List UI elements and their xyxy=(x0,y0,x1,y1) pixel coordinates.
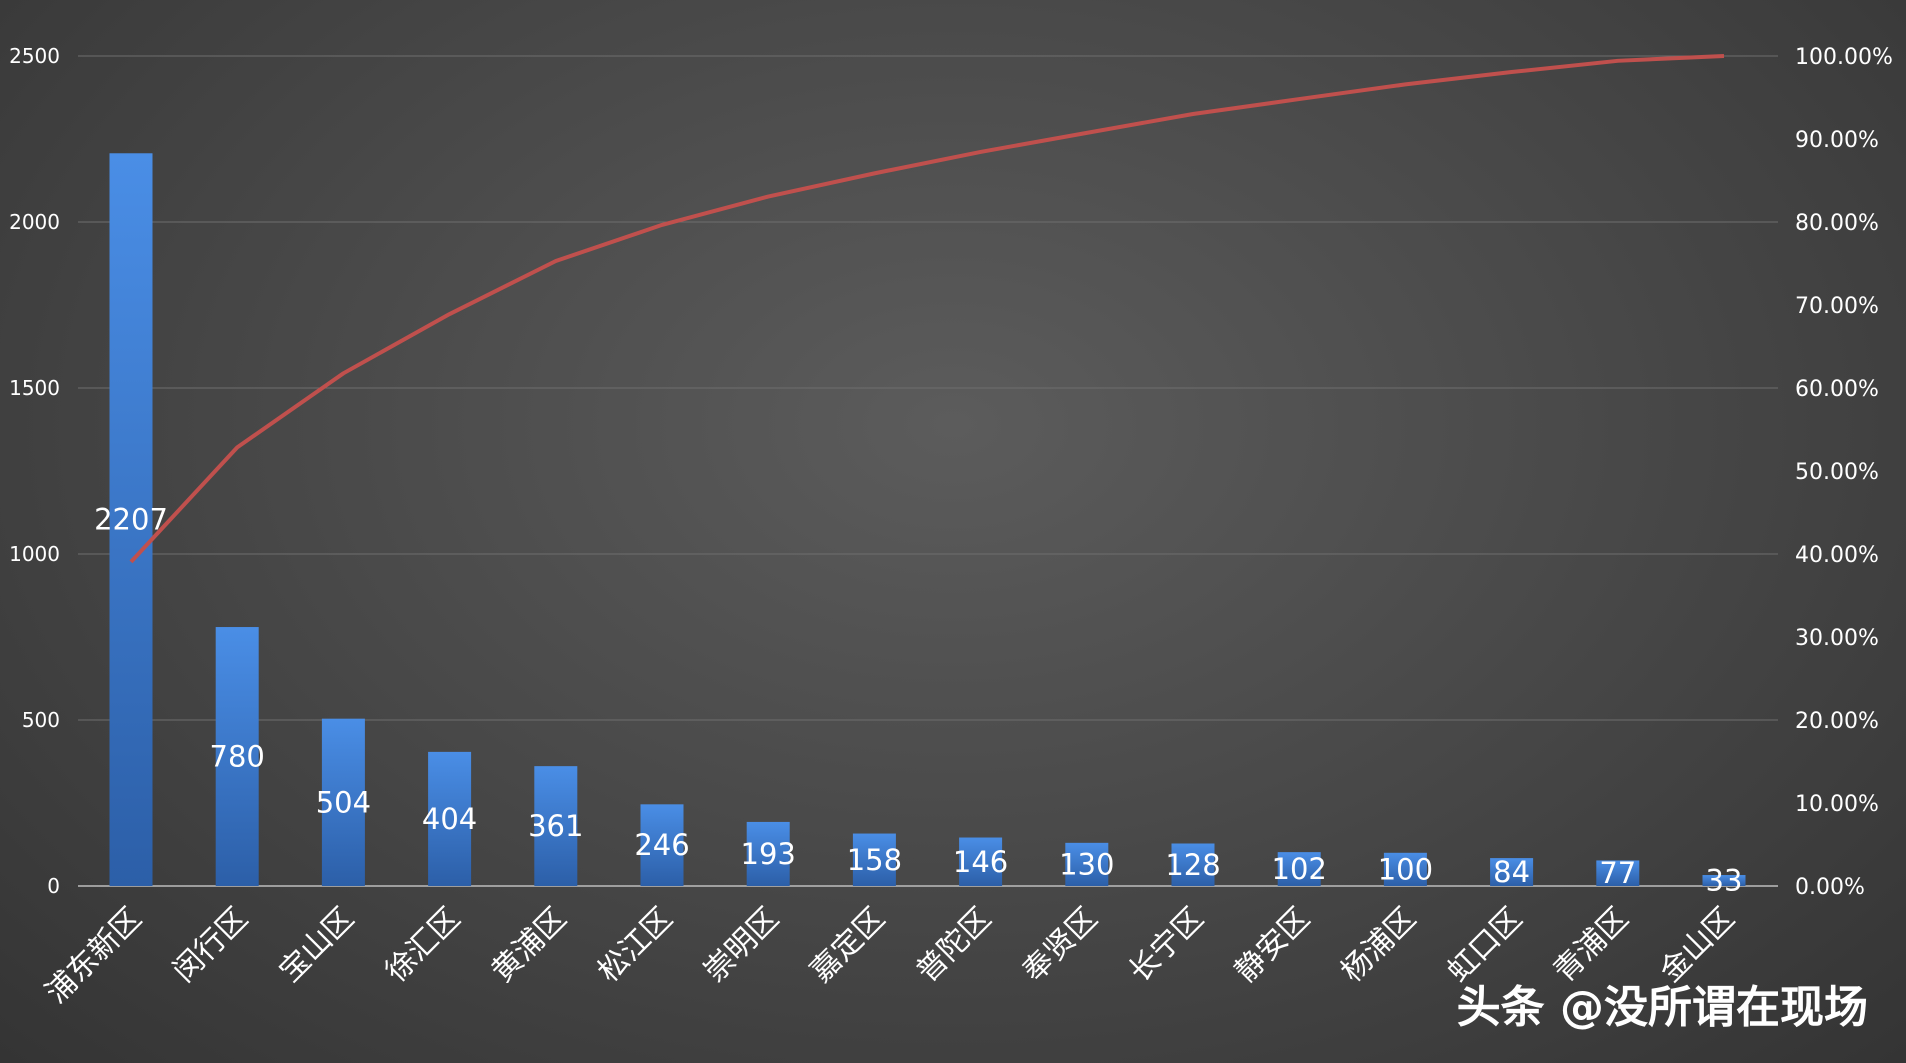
category-label: 杨浦区 xyxy=(1335,901,1423,989)
category-label: 长宁区 xyxy=(1122,901,1210,989)
bar-value-label: 246 xyxy=(634,828,689,862)
right-axis-tick-label: 0.00% xyxy=(1795,875,1865,900)
bar-value-label: 128 xyxy=(1165,848,1220,882)
bar xyxy=(1383,852,1427,886)
bar xyxy=(534,766,578,886)
bar xyxy=(428,751,472,886)
right-axis-tick-label: 20.00% xyxy=(1795,709,1879,734)
category-label: 宝山区 xyxy=(273,901,361,989)
right-axis-tick-label: 90.00% xyxy=(1795,128,1879,153)
bar-value-label: 158 xyxy=(847,843,902,877)
right-axis-tick-label: 60.00% xyxy=(1795,377,1879,402)
category-label: 虹口区 xyxy=(1441,901,1529,989)
left-axis-tick-label: 1000 xyxy=(9,542,60,566)
bar xyxy=(321,718,365,886)
bar xyxy=(746,821,790,886)
bar xyxy=(852,833,896,886)
category-label: 奉贤区 xyxy=(1016,901,1104,989)
category-label: 崇明区 xyxy=(697,901,785,989)
bar xyxy=(215,627,259,886)
left-axis-tick-label: 2000 xyxy=(9,210,60,234)
category-label: 嘉定区 xyxy=(804,901,892,989)
right-axis-tick-label: 80.00% xyxy=(1795,211,1879,236)
right-axis-tick-label: 10.00% xyxy=(1795,792,1879,817)
bar-value-label: 100 xyxy=(1378,852,1433,886)
bar-series xyxy=(109,153,1746,886)
bar xyxy=(1065,842,1109,886)
bar-value-label: 33 xyxy=(1706,864,1743,898)
category-label: 金山区 xyxy=(1653,901,1741,989)
category-label: 黄浦区 xyxy=(485,901,573,989)
bar xyxy=(640,804,684,886)
right-axis-tick-label: 40.00% xyxy=(1795,543,1879,568)
bar-value-label: 193 xyxy=(741,837,796,871)
cumulative-line-series xyxy=(129,54,1725,564)
category-label: 浦东新区 xyxy=(39,901,149,1011)
category-label: 闵行区 xyxy=(166,901,254,989)
right-axis-tick-label: 50.00% xyxy=(1795,460,1879,485)
bar xyxy=(1490,858,1534,886)
bar-value-label: 84 xyxy=(1493,855,1530,889)
left-axis-ticks: 0 500 1000 1500 2000 2500 xyxy=(9,44,60,898)
bar-value-label: 146 xyxy=(953,845,1008,879)
bar-value-label: 102 xyxy=(1272,852,1327,886)
category-label: 徐汇区 xyxy=(379,901,467,989)
right-axis-tick-label: 100.00% xyxy=(1795,45,1893,70)
right-axis-ticks: 0.00% 10.00% 20.00% 30.00% 40.00% 50.00% 60.00… xyxy=(1795,45,1893,900)
bar-value-label: 780 xyxy=(210,740,265,774)
bar-value-label: 2207 xyxy=(94,503,168,537)
bar-value-label: 130 xyxy=(1059,847,1114,881)
bar-value-label: 504 xyxy=(316,785,371,819)
bar-data-labels: 2207 780 504 404 361 246 193 158 146 130 128 102 100… xyxy=(94,503,1742,898)
watermark-text: 头条 @没所谓在现场 xyxy=(1457,982,1868,1033)
left-axis-tick-label: 2500 xyxy=(9,44,60,68)
category-label: 普陀区 xyxy=(910,901,998,989)
category-label: 静安区 xyxy=(1228,901,1316,989)
bar-value-label: 77 xyxy=(1599,856,1636,890)
left-axis-tick-label: 500 xyxy=(22,708,60,732)
left-axis-tick-label: 1500 xyxy=(9,376,60,400)
bar xyxy=(1171,843,1215,886)
left-axis-tick-label: 0 xyxy=(47,874,60,898)
bar xyxy=(109,153,153,886)
bar-value-label: 404 xyxy=(422,802,477,836)
category-label: 青浦区 xyxy=(1547,901,1635,989)
cumulative-percentage-line xyxy=(129,54,1725,564)
bar-value-label: 361 xyxy=(528,809,583,843)
bar xyxy=(1702,875,1746,886)
right-axis-tick-label: 70.00% xyxy=(1795,294,1879,319)
bar xyxy=(1277,852,1321,886)
category-label: 松江区 xyxy=(591,901,679,989)
right-axis-tick-label: 30.00% xyxy=(1795,626,1879,651)
bar xyxy=(959,837,1003,886)
bar xyxy=(1596,860,1640,886)
